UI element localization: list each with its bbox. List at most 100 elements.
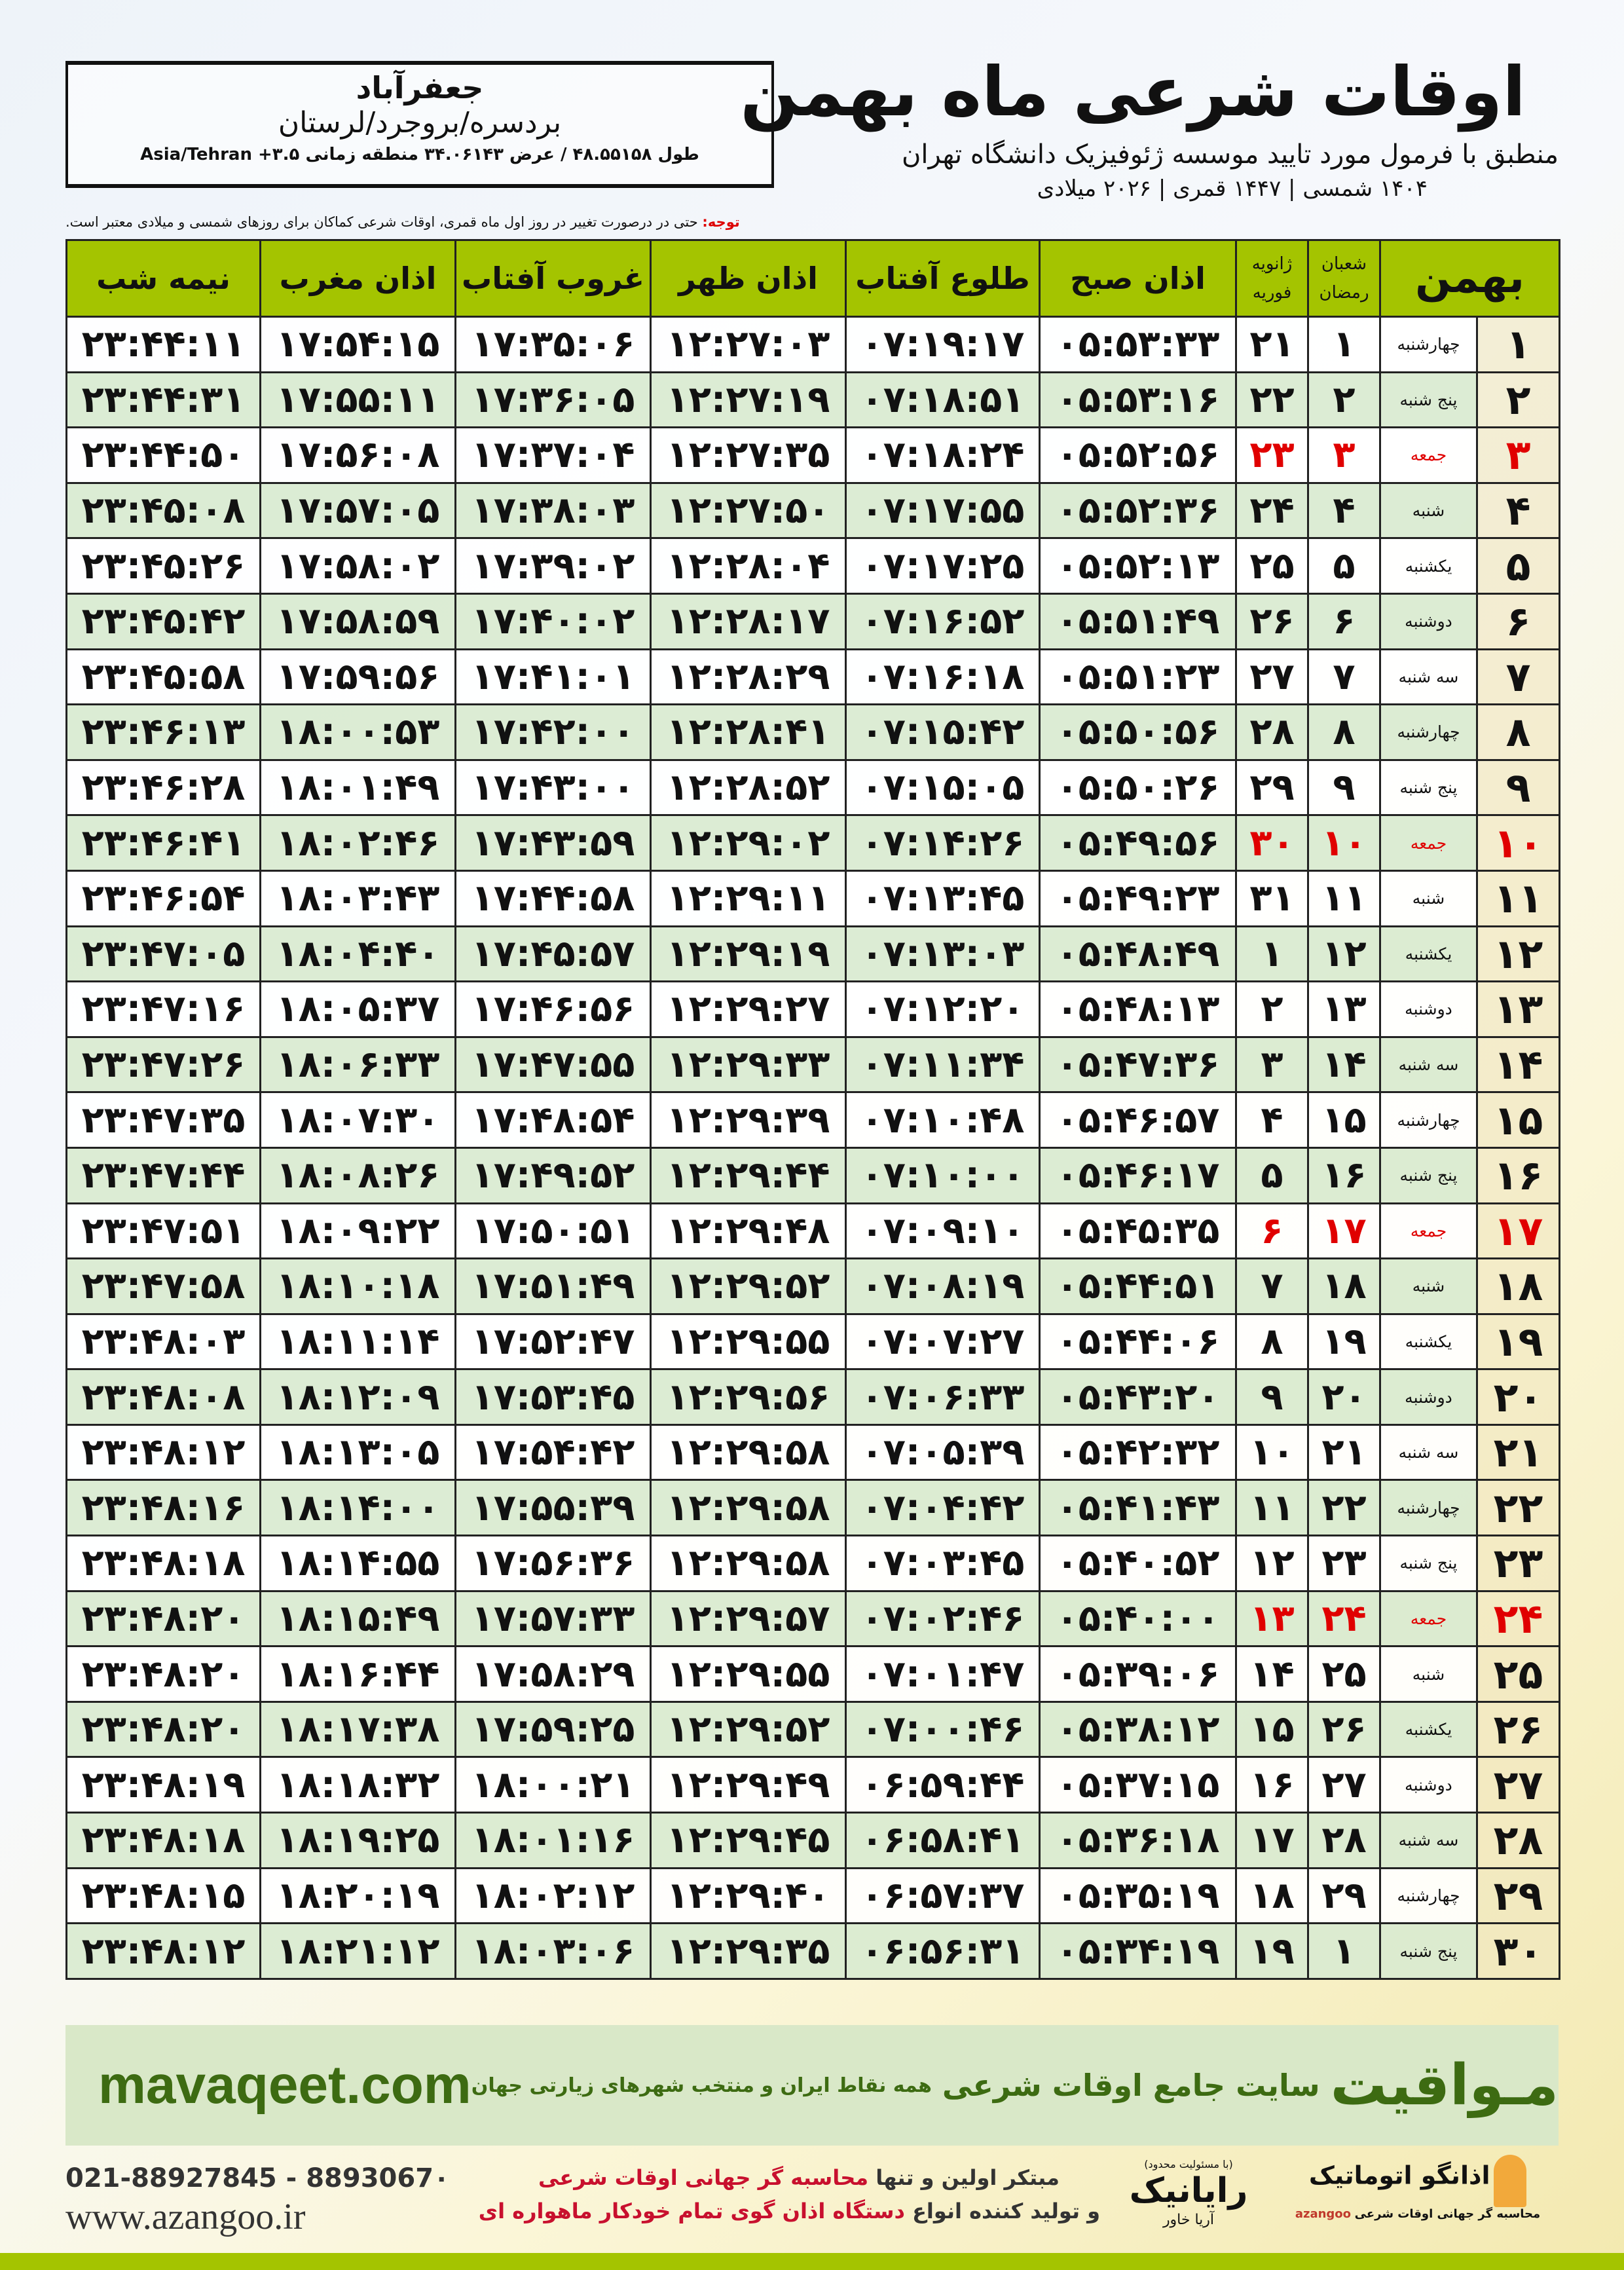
dhuhr-time: ۱۲:۲۸:۵۲ (650, 758, 847, 817)
midnight-time: ۲۳:۴۸:۲۰ (65, 1700, 261, 1758)
table-row: ۱۳ دوشنبه ۱۳ ۲ ۰۵:۴۸:۱۳ ۰۷:۱۲:۲۰ ۱۲:۲۹:۲۷ ۱۷:۴۶… (65, 980, 1560, 1038)
midnight-time: ۲۳:۴۸:۲۰ (65, 1645, 261, 1703)
promo-line1a: مبتکر اولین و تنها (868, 2165, 1060, 2190)
fajr-time: ۰۵:۴۹:۲۳ (1039, 869, 1237, 927)
table-row: ۲۶ یکشنبه ۲۶ ۱۵ ۰۵:۳۸:۱۲ ۰۷:۰۰:۴۶ ۱۲:۲۹:۵۲ ۱۷:۵… (65, 1700, 1560, 1758)
maghrib-time: ۱۷:۵۴:۱۵ (259, 316, 456, 373)
sunset-time: ۱۸:۰۳:۰۶ (454, 1922, 652, 1980)
midnight-time: ۲۳:۴۸:۱۸ (65, 1812, 261, 1869)
day-number: ۲۸ (1476, 1812, 1560, 1869)
prayer-times-table: بهمن شعبان رمضان ژانویه فوریه اذان صبح طلو… (65, 239, 1560, 1980)
maghrib-time: ۱۸:۲۰:۱۹ (259, 1867, 456, 1925)
gregorian-day: ۱۶ (1235, 1756, 1309, 1814)
dhuhr-time: ۱۲:۲۹:۴۸ (650, 1202, 847, 1260)
fajr-time: ۰۵:۴۵:۳۵ (1039, 1202, 1237, 1260)
maghrib-time: ۱۸:۰۹:۲۲ (259, 1202, 456, 1260)
sunrise-time: ۰۷:۱۵:۴۲ (845, 703, 1041, 761)
sunset-time: ۱۷:۴۵:۵۷ (454, 925, 652, 983)
hijri-day: ۵ (1307, 537, 1381, 595)
dhuhr-time: ۱۲:۲۹:۱۹ (650, 925, 847, 983)
midnight-time: ۲۳:۴۶:۴۱ (65, 814, 261, 872)
midnight-time: ۲۳:۴۵:۲۶ (65, 537, 261, 595)
fajr-time: ۰۵:۴۰:۰۰ (1039, 1590, 1237, 1648)
gregorian-day: ۱ (1235, 925, 1309, 983)
sunset-time: ۱۷:۳۶:۰۵ (454, 371, 652, 429)
maghrib-time: ۱۷:۵۸:۵۹ (259, 592, 456, 650)
weekday: شنبه (1379, 1645, 1478, 1703)
dhuhr-time: ۱۲:۲۹:۵۸ (650, 1479, 847, 1537)
hijri-day: ۲۳ (1307, 1535, 1381, 1592)
sunrise-time: ۰۷:۰۰:۴۶ (845, 1700, 1041, 1758)
fajr-time: ۰۵:۵۰:۵۶ (1039, 703, 1237, 761)
maghrib-time: ۱۸:۱۱:۱۴ (259, 1312, 456, 1371)
maghrib-time: ۱۷:۵۶:۰۸ (259, 426, 456, 484)
day-number: ۱۲ (1476, 925, 1560, 983)
sunset-time: ۱۸:۰۱:۱۶ (454, 1812, 652, 1869)
header-hijri-2: رمضان (1319, 283, 1369, 303)
table-row: ۳ جمعه ۳ ۲۳ ۰۵:۵۲:۵۶ ۰۷:۱۸:۲۴ ۱۲:۲۷:۳۵ ۱۷:۳۷:۰۴… (65, 426, 1560, 484)
gregorian-day: ۲۶ (1235, 592, 1309, 650)
hijri-day: ۲۱ (1307, 1423, 1381, 1481)
rayanik-logo: (با مسئولیت محدود) رایانیک آریا خاور (1113, 2158, 1264, 2229)
header-maghrib: اذان مغرب (259, 239, 456, 318)
sunrise-time: ۰۷:۱۹:۱۷ (845, 316, 1041, 373)
fajr-time: ۰۵:۴۳:۲۰ (1039, 1368, 1237, 1426)
weekday: دوشنبه (1379, 1756, 1478, 1814)
dhuhr-time: ۱۲:۲۹:۵۵ (650, 1645, 847, 1703)
day-number: ۲۵ (1476, 1645, 1560, 1703)
maghrib-time: ۱۸:۰۲:۴۶ (259, 814, 456, 872)
midnight-time: ۲۳:۴۸:۱۲ (65, 1423, 261, 1481)
gregorian-day: ۱۷ (1235, 1812, 1309, 1869)
hijri-day: ۶ (1307, 592, 1381, 650)
dhuhr-time: ۱۲:۲۹:۱۱ (650, 869, 847, 927)
header-fajr: اذان صبح (1039, 239, 1237, 318)
sunrise-time: ۰۷:۱۳:۰۳ (845, 925, 1041, 983)
day-number: ۱۷ (1476, 1202, 1560, 1260)
sunset-time: ۱۷:۳۷:۰۴ (454, 426, 652, 484)
dhuhr-time: ۱۲:۲۹:۳۹ (650, 1091, 847, 1149)
midnight-time: ۲۳:۴۷:۲۶ (65, 1035, 261, 1094)
gregorian-day: ۱۱ (1235, 1479, 1309, 1537)
hijri-day: ۸ (1307, 703, 1381, 761)
azangoo-name: اذانگو اتوماتیک (1308, 2161, 1490, 2190)
day-number: ۲۶ (1476, 1700, 1560, 1758)
maghrib-time: ۱۸:۰۳:۴۳ (259, 869, 456, 927)
midnight-time: ۲۳:۴۶:۲۸ (65, 758, 261, 817)
dhuhr-time: ۱۲:۲۹:۵۲ (650, 1257, 847, 1315)
midnight-time: ۲۳:۴۴:۵۰ (65, 426, 261, 484)
sunset-time: ۱۷:۴۷:۵۵ (454, 1035, 652, 1094)
weekday: پنج شنبه (1379, 1535, 1478, 1592)
hijri-day: ۱۶ (1307, 1146, 1381, 1204)
dhuhr-time: ۱۲:۲۸:۰۴ (650, 537, 847, 595)
table-row: ۳۰ پنج شنبه ۱ ۱۹ ۰۵:۳۴:۱۹ ۰۶:۵۶:۳۱ ۱۲:۲۹:۳۵ ۱۸:… (65, 1922, 1560, 1980)
mavaqeet-url[interactable]: mavaqeet.com (98, 2055, 471, 2115)
mavaqeet-brand-group: مـواقیت سایت جامع اوقات شرعی همه نقاط ای… (471, 2053, 1559, 2118)
sunrise-time: ۰۷:۱۵:۰۵ (845, 758, 1041, 817)
table-row: ۱۰ جمعه ۱۰ ۳۰ ۰۵:۴۹:۵۶ ۰۷:۱۴:۲۶ ۱۲:۲۹:۰۲ ۱۷:۴۳:… (65, 814, 1560, 872)
table-row: ۷ سه شنبه ۷ ۲۷ ۰۵:۵۱:۲۳ ۰۷:۱۶:۱۸ ۱۲:۲۸:۲۹ ۱۷:۴۱… (65, 648, 1560, 706)
sunrise-time: ۰۷:۱۸:۵۱ (845, 371, 1041, 429)
gregorian-day: ۱۸ (1235, 1867, 1309, 1925)
sunrise-time: ۰۷:۱۶:۱۸ (845, 648, 1041, 706)
fajr-time: ۰۵:۳۷:۱۵ (1039, 1756, 1237, 1814)
fajr-time: ۰۵:۴۰:۵۲ (1039, 1535, 1237, 1592)
day-number: ۲۰ (1476, 1368, 1560, 1426)
fajr-time: ۰۵:۵۱:۲۳ (1039, 648, 1237, 706)
weekday: پنج شنبه (1379, 1146, 1478, 1204)
fajr-time: ۰۵:۴۸:۴۹ (1039, 925, 1237, 983)
maghrib-time: ۱۸:۱۷:۳۸ (259, 1700, 456, 1758)
midnight-time: ۲۳:۴۴:۳۱ (65, 371, 261, 429)
dhuhr-time: ۱۲:۲۷:۳۵ (650, 426, 847, 484)
hijri-day: ۱۲ (1307, 925, 1381, 983)
sunset-time: ۱۷:۳۸:۰۳ (454, 481, 652, 540)
page-title: اوقات شرعی ماه بهمن (740, 52, 1526, 132)
dhuhr-time: ۱۲:۲۹:۴۹ (650, 1756, 847, 1814)
hijri-day: ۲۲ (1307, 1479, 1381, 1537)
gregorian-day: ۱۵ (1235, 1700, 1309, 1758)
gregorian-day: ۶ (1235, 1202, 1309, 1260)
sunrise-time: ۰۷:۰۲:۴۶ (845, 1590, 1041, 1648)
table-row: ۱۲ یکشنبه ۱۲ ۱ ۰۵:۴۸:۴۹ ۰۷:۱۳:۰۳ ۱۲:۲۹:۱۹ ۱۷:۴۵… (65, 925, 1560, 983)
azangoo-website[interactable]: www.azangoo.ir (65, 2197, 306, 2237)
day-number: ۲۲ (1476, 1479, 1560, 1537)
midnight-time: ۲۳:۴۷:۰۵ (65, 925, 261, 983)
